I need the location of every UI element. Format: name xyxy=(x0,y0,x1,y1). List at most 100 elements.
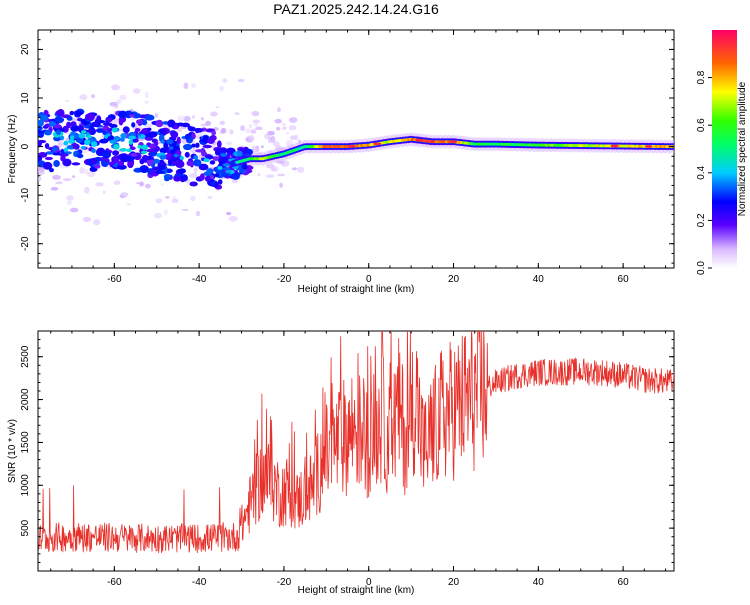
spectrogram-cell xyxy=(146,148,156,153)
spectrogram-cell xyxy=(94,118,100,123)
spectrogram-cell xyxy=(111,127,118,133)
spectrogram-cell xyxy=(118,118,124,126)
spectrogram-noise-blob xyxy=(69,207,79,213)
spectrogram-cell xyxy=(218,147,228,153)
spectrogram-cell xyxy=(130,153,138,157)
spectrogram-cell xyxy=(103,127,108,132)
spectrogram-noise-blob xyxy=(285,131,290,135)
spectrogram-cell xyxy=(152,158,161,164)
spectrogram-cell xyxy=(204,175,211,182)
spectrogram-cell xyxy=(102,122,113,126)
spectrogram-x-tick-label: -20 xyxy=(277,274,292,285)
spectrogram-cell xyxy=(63,140,69,146)
spectrogram-cell xyxy=(131,138,139,143)
spectrogram-cell xyxy=(53,159,60,168)
spectrogram-noise-blob xyxy=(267,130,275,136)
spectrogram-cell xyxy=(90,157,98,165)
spectrogram-cell xyxy=(216,140,222,149)
spectrogram-cell xyxy=(198,163,209,171)
spectrogram-cell xyxy=(44,156,53,161)
spectrogram-cell xyxy=(131,122,136,128)
spectrogram-noise-blob xyxy=(257,172,261,177)
colorbar-tick-label: 0.6 xyxy=(696,118,707,132)
snr-x-ticks: -60 -40 -20 0 20 40 60 xyxy=(50,331,667,588)
spectrogram-cell xyxy=(170,130,179,139)
spectrogram-cell xyxy=(134,113,142,118)
spectrogram-x-tick-label: 0 xyxy=(366,274,372,285)
spectrogram-cell xyxy=(95,156,102,162)
spectrogram-noise-blob xyxy=(64,99,70,103)
spectrogram-cell xyxy=(212,156,220,161)
spectrogram-cell xyxy=(209,182,216,186)
spectrogram-noise-blob xyxy=(153,212,163,219)
spectrogram-panel: -60 -40 -20 0 20 40 60 -20 -10 0 10 20 Height of s… xyxy=(7,29,675,295)
spectrogram-cell xyxy=(95,128,104,133)
spectrogram-noise-blob xyxy=(234,112,240,116)
spectrogram-noise-blob xyxy=(291,167,298,171)
spectrogram-noise-blob xyxy=(79,94,88,100)
spectrogram-noise-blob xyxy=(229,129,234,135)
spectrogram-noise-blob xyxy=(297,166,305,173)
spectrogram-y-tick-label: 0 xyxy=(20,143,31,149)
spectrogram-noise-blob xyxy=(144,100,150,104)
snr-y-ticks: 500 1000 1500 2000 2500 xyxy=(20,330,674,572)
spectrogram-noise-blob xyxy=(200,117,204,121)
spectrogram-noise-blob xyxy=(279,182,283,188)
snr-x-tick-label: 60 xyxy=(618,577,630,588)
spectrogram-noise-blob xyxy=(228,215,238,222)
spectrogram-noise-blob xyxy=(172,196,177,199)
spectrogram-cell xyxy=(54,116,65,124)
spectrogram-cell xyxy=(57,109,65,117)
snr-x-tick-label: -60 xyxy=(107,577,122,588)
spectrogram-noise-blob xyxy=(216,106,220,109)
spectrogram-cell xyxy=(190,181,196,187)
spectrogram-noise-blob xyxy=(163,209,168,215)
spectrogram-cell xyxy=(214,173,220,178)
spectrogram-noise-blob xyxy=(90,94,96,99)
spectrogram-cell xyxy=(66,115,73,121)
spectrogram-cell xyxy=(44,129,52,136)
spectrogram-cell xyxy=(69,135,75,140)
spectrogram-cell xyxy=(148,143,156,149)
spectrogram-cell xyxy=(223,167,231,171)
spectrogram-cell xyxy=(177,168,186,174)
spectrogram-cell xyxy=(63,147,69,152)
spectrogram-noise-blob xyxy=(165,196,170,199)
snr-y-tick-label: 1000 xyxy=(20,474,31,497)
spectrogram-noise-blob xyxy=(181,208,189,211)
spectrogram-cell xyxy=(129,146,136,151)
spectrogram-noise-blob xyxy=(225,141,233,145)
spectrogram-noise-blob xyxy=(271,167,277,171)
spectrogram-noise-blob xyxy=(281,122,287,126)
spectrogram-noise-blob xyxy=(248,124,253,129)
spectrogram-noise-blob xyxy=(207,195,213,200)
snr-x-tick-label: 40 xyxy=(533,577,545,588)
spectrogram-cell xyxy=(70,121,77,127)
spectrogram-cell xyxy=(48,120,56,127)
spectrogram-cell xyxy=(113,144,120,150)
spectrogram-noise-blob xyxy=(194,166,198,174)
spectrogram-cell xyxy=(167,119,176,128)
spectrogram-cell xyxy=(140,144,149,150)
spectrogram-cell xyxy=(225,169,232,174)
spectrogram-cell xyxy=(52,152,61,156)
spectrogram-cell xyxy=(119,137,125,142)
spectrogram-noise-blob xyxy=(288,125,297,131)
spectrogram-noise-blob xyxy=(113,180,121,185)
spectrogram-noise-blob xyxy=(38,168,46,176)
spectrogram-noise-blob xyxy=(55,181,63,185)
spectrogram-cell xyxy=(113,136,121,142)
spectrogram-y-tick-label: 20 xyxy=(20,43,31,55)
spectrogram-cell xyxy=(128,135,136,140)
spectrogram-cell xyxy=(220,153,227,157)
spectrogram-cell xyxy=(68,139,76,144)
spectrogram-cell xyxy=(106,117,113,123)
spectrogram-cell xyxy=(164,176,170,182)
spectrogram-cell xyxy=(118,110,128,119)
spectrogram-cell xyxy=(168,146,174,150)
spectrogram-noise-blob xyxy=(82,216,92,223)
spectrogram-cell xyxy=(217,165,223,170)
spectrogram-cell xyxy=(69,110,75,116)
spectrogram-cell xyxy=(126,148,132,153)
spectrogram-cell xyxy=(49,168,54,173)
